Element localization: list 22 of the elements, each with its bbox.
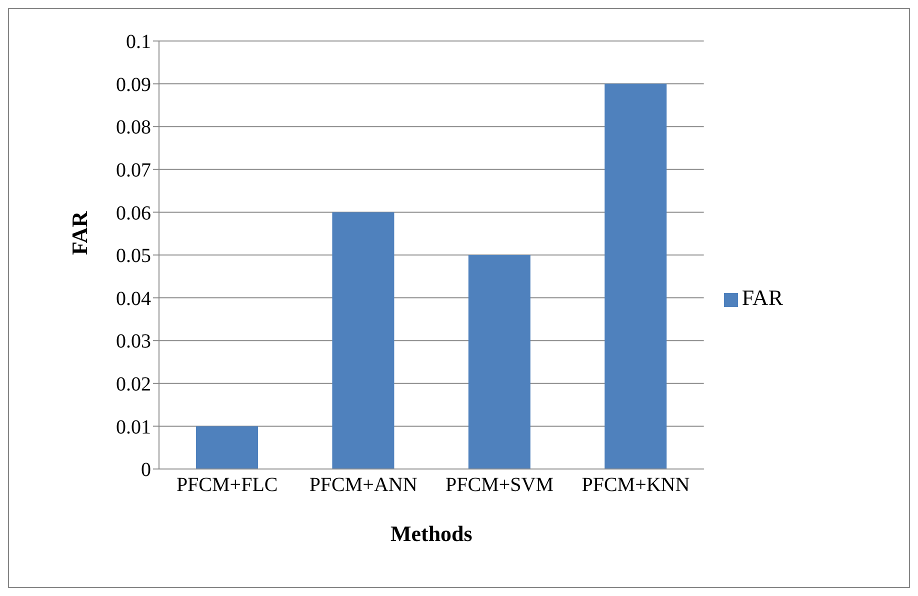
y-tick-label: 0.1 [126, 31, 151, 54]
x-tick-label: PFCM+SVM [446, 474, 554, 496]
bar [196, 426, 258, 469]
y-tick-label: 0.08 [116, 116, 151, 139]
y-tick-label: 0.09 [116, 74, 151, 96]
y-tick-label: 0 [141, 459, 151, 482]
bar [332, 212, 394, 469]
y-tick-label: 0.01 [116, 416, 151, 438]
x-tick-label: PFCM+ANN [309, 474, 418, 496]
bar [468, 255, 530, 469]
legend-label: FAR [742, 285, 783, 310]
y-tick-label: 0.02 [116, 374, 151, 396]
y-tick-label: 0.06 [116, 202, 151, 224]
y-axis-title: FAR [66, 210, 92, 255]
x-tick-label: PFCM+KNN [582, 474, 690, 496]
x-tick-label: PFCM+FLC [176, 474, 278, 496]
y-tick-label: 0.05 [116, 245, 151, 268]
y-tick-label: 0.04 [116, 288, 151, 310]
x-axis-title: Methods [390, 521, 473, 546]
y-tick-label: 0.03 [116, 330, 151, 353]
bar [604, 84, 667, 469]
y-tick-label: 0.07 [116, 160, 151, 182]
